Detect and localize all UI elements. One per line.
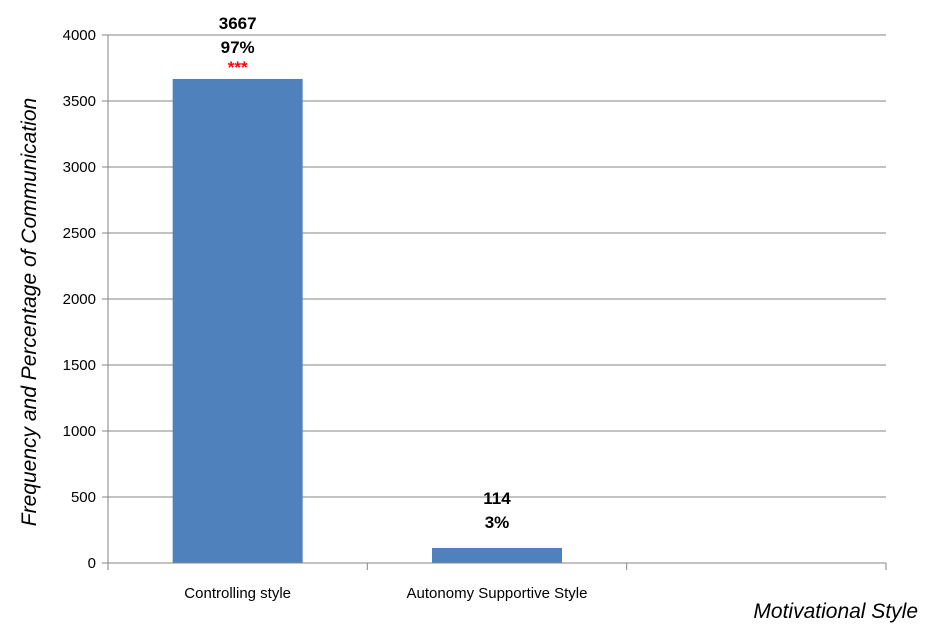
- y-tick-label: 500: [71, 489, 96, 506]
- significance-label: ***: [228, 58, 248, 77]
- y-tick-label: 2000: [63, 291, 96, 308]
- bars: ***97% 3667 3% 114: [172, 14, 562, 564]
- category-label: Controlling style: [184, 585, 291, 602]
- y-tick-label: 2500: [63, 225, 96, 242]
- y-tick-label: 4000: [63, 27, 96, 44]
- y-tick-label: 1500: [63, 357, 96, 374]
- value-label: 114: [483, 489, 511, 508]
- percent-label: 3%: [485, 513, 510, 532]
- category-label: Autonomy Supportive Style: [407, 585, 588, 602]
- x-axis-title: Motivational Style: [753, 600, 918, 623]
- bar: [432, 547, 562, 563]
- x-axis-ticks: Controlling style Autonomy Supportive Sty…: [107, 563, 887, 602]
- y-tick-label: 3000: [63, 159, 96, 176]
- value-label: 3667: [219, 14, 257, 33]
- y-axis-ticks: 0 500 1000 1500 2000 2500 3000 3500 4000: [63, 27, 108, 572]
- y-axis-title: Frequency and Percentage of Communicatio…: [18, 98, 41, 526]
- y-tick-label: 1000: [63, 423, 96, 440]
- percent-label: 97%: [221, 38, 255, 57]
- y-tick-label: 0: [88, 555, 96, 572]
- bar: [172, 78, 303, 564]
- y-tick-label: 3500: [63, 93, 96, 110]
